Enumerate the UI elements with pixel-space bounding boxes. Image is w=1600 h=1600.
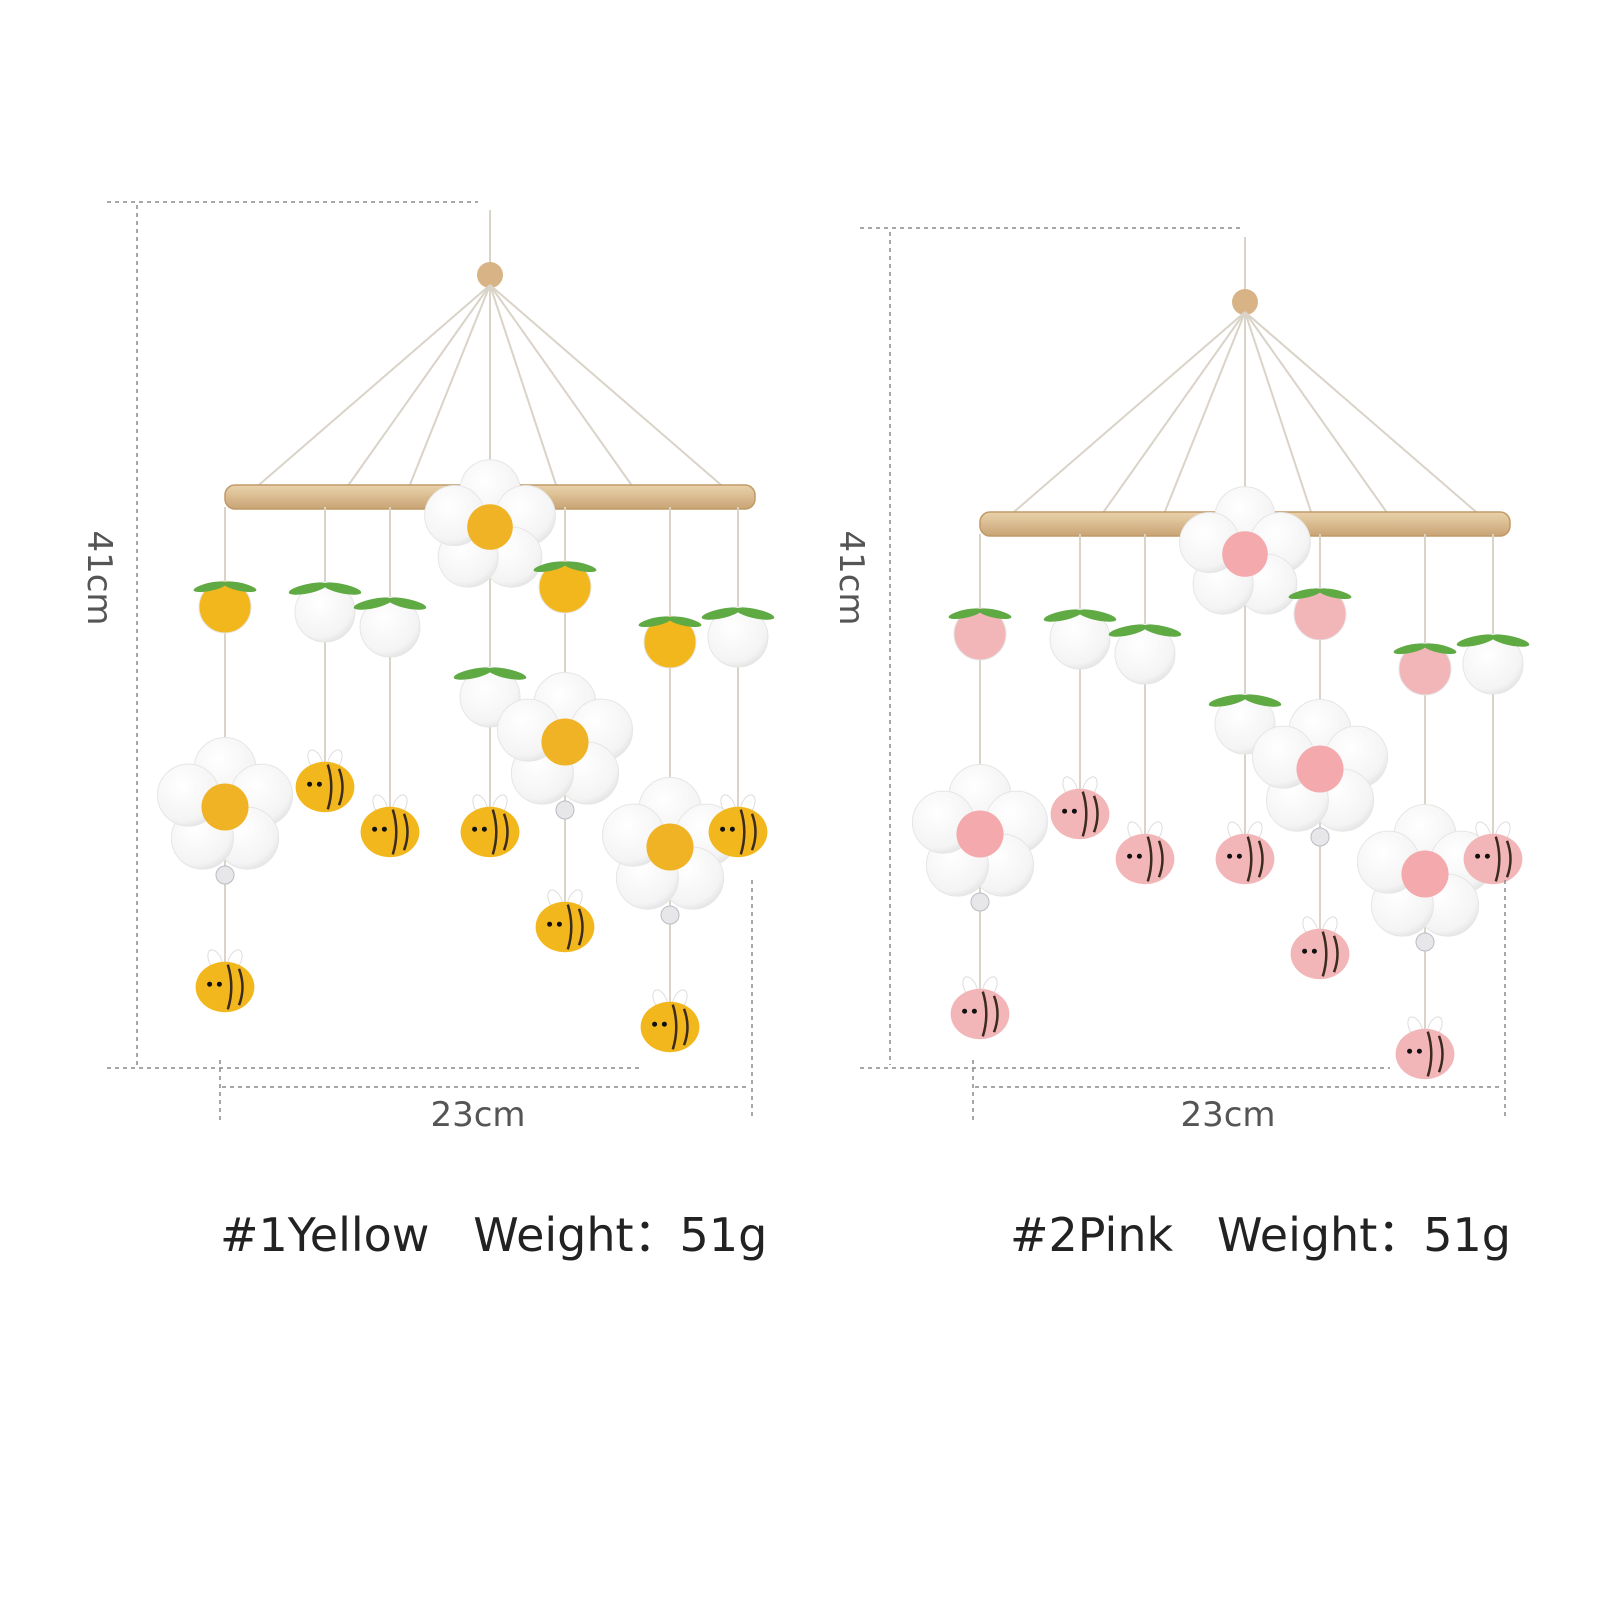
caption-pink: #2Pink Weight：51g bbox=[1010, 1208, 1511, 1262]
felt-flower bbox=[156, 737, 294, 870]
felt-bee bbox=[1215, 821, 1275, 885]
width-label-pink: 23cm bbox=[1180, 1095, 1275, 1135]
felt-flower bbox=[1251, 699, 1389, 832]
felt-bee bbox=[195, 949, 255, 1013]
leaf bbox=[1208, 694, 1282, 707]
felt-bee bbox=[950, 976, 1010, 1040]
mobile-yellow bbox=[156, 210, 775, 1053]
leaf bbox=[288, 582, 362, 595]
bell bbox=[970, 892, 990, 912]
felt-bee bbox=[535, 889, 595, 953]
felt-fruit bbox=[1456, 633, 1530, 695]
leaf bbox=[948, 608, 1012, 620]
wooden-bead bbox=[1232, 289, 1258, 315]
felt-bee bbox=[295, 749, 355, 813]
felt-bee bbox=[1463, 821, 1523, 885]
leaf bbox=[1288, 588, 1352, 600]
felt-fruit bbox=[353, 596, 427, 658]
felt-bee bbox=[1395, 1016, 1455, 1080]
leaf bbox=[701, 607, 775, 620]
bell bbox=[660, 905, 680, 925]
felt-fruit bbox=[948, 607, 1012, 661]
felt-fruit bbox=[1288, 587, 1352, 641]
bell bbox=[1415, 932, 1435, 952]
felt-bee bbox=[708, 794, 768, 858]
felt-fruit bbox=[533, 560, 597, 614]
felt-bee bbox=[640, 989, 700, 1053]
felt-flower bbox=[424, 459, 556, 588]
felt-flower bbox=[1179, 486, 1311, 615]
leaf bbox=[1108, 624, 1182, 637]
height-label-yellow: 41cm bbox=[79, 530, 119, 625]
felt-flower bbox=[496, 672, 634, 805]
felt-fruit bbox=[638, 615, 702, 669]
felt-bee bbox=[1290, 916, 1350, 980]
leaf bbox=[1456, 634, 1530, 647]
felt-bee bbox=[1115, 821, 1175, 885]
felt-fruit bbox=[1043, 608, 1117, 670]
width-label-yellow: 23cm bbox=[430, 1095, 525, 1135]
felt-fruit bbox=[701, 606, 775, 668]
bell bbox=[555, 800, 575, 820]
felt-flower bbox=[601, 777, 739, 910]
leaf bbox=[1393, 643, 1457, 655]
dimension-lines-yellow bbox=[107, 201, 753, 1120]
felt-bee bbox=[1050, 776, 1110, 840]
mobile-pink bbox=[911, 237, 1530, 1080]
felt-bee bbox=[460, 794, 520, 858]
bell bbox=[215, 865, 235, 885]
felt-fruit bbox=[193, 580, 257, 634]
felt-flower bbox=[911, 764, 1049, 897]
leaf bbox=[638, 616, 702, 628]
leaf bbox=[353, 597, 427, 610]
leaf bbox=[453, 667, 527, 680]
leaf bbox=[193, 581, 257, 593]
felt-fruit bbox=[288, 581, 362, 643]
felt-fruit bbox=[1393, 642, 1457, 696]
dimension-lines-pink bbox=[860, 227, 1506, 1120]
caption-yellow: #1Yellow Weight：51g bbox=[220, 1208, 768, 1262]
felt-fruit bbox=[1108, 623, 1182, 685]
bell bbox=[1310, 827, 1330, 847]
leaf bbox=[1043, 609, 1117, 622]
wooden-bead bbox=[477, 262, 503, 288]
height-label-pink: 41cm bbox=[831, 530, 871, 625]
felt-bee bbox=[360, 794, 420, 858]
leaf bbox=[533, 561, 597, 573]
